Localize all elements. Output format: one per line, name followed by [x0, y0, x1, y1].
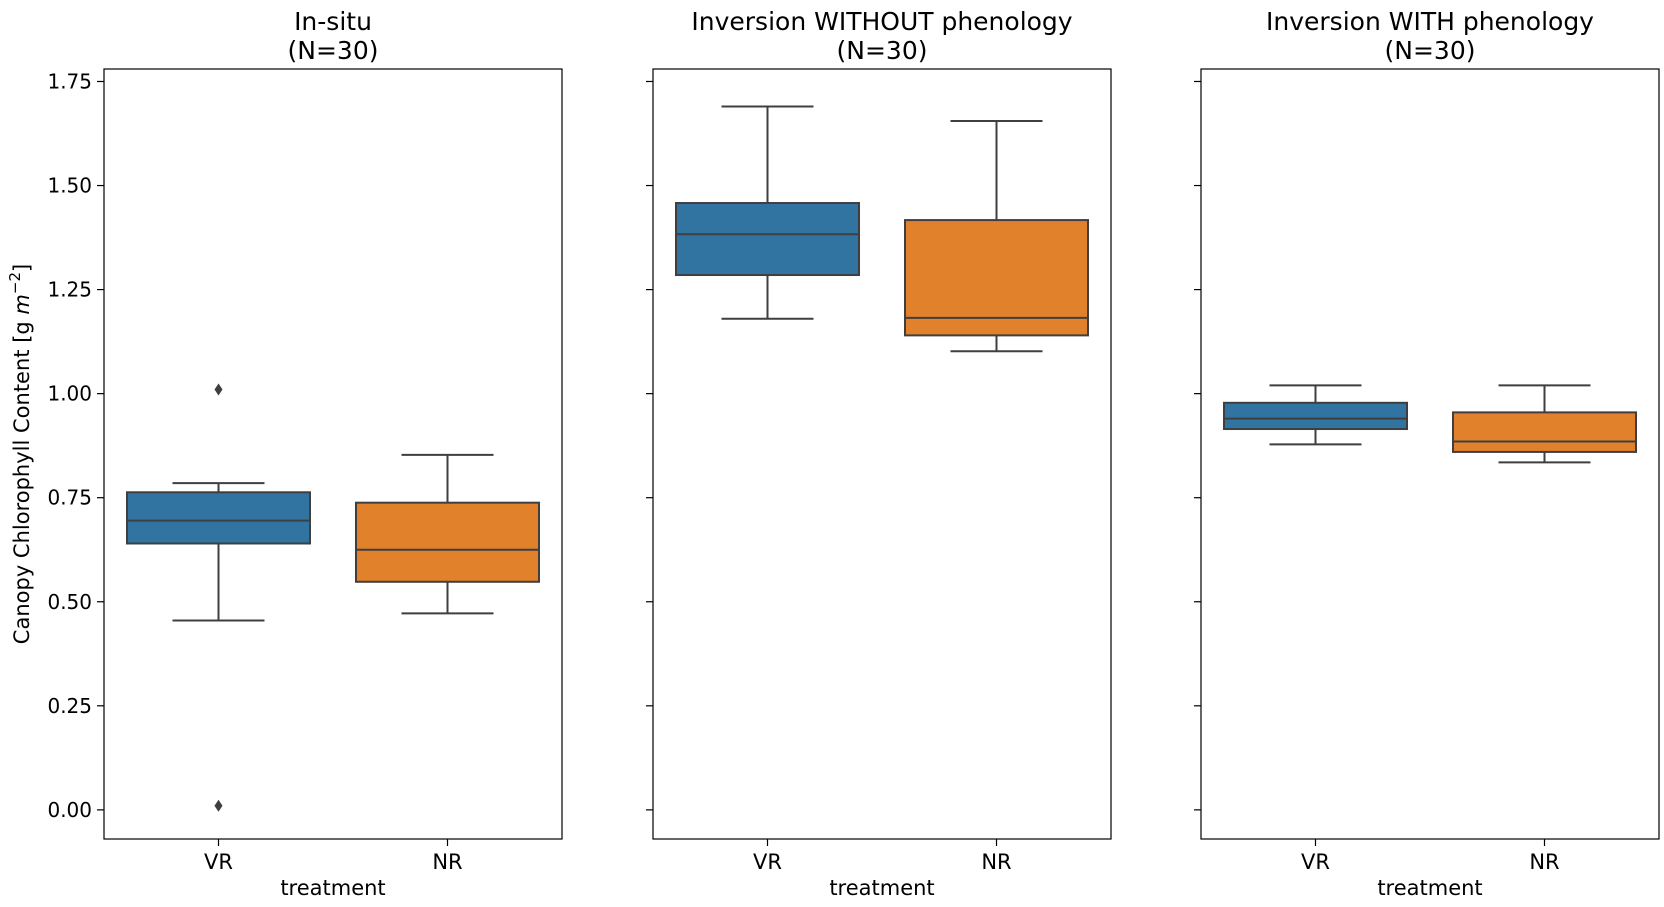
panel-0-xlabel: treatment [280, 876, 385, 900]
panel-0-xtick-label-1: NR [432, 850, 462, 874]
panel-2-subtitle: (N=30) [1385, 36, 1476, 65]
ytick-label-6: 1.50 [47, 174, 92, 198]
panel-1 [646, 68, 1112, 846]
panel-0-vr-outlier-0 [214, 383, 223, 396]
panel-0-title: In-situ [294, 7, 372, 36]
ytick-label-4: 1.00 [47, 382, 92, 406]
ytick-label-1: 0.25 [47, 694, 92, 718]
ytick-label-5: 1.25 [47, 278, 92, 302]
panel-2-nr-box [1452, 411, 1637, 453]
panel-2-xlabel: treatment [1377, 876, 1482, 900]
panel-0-xtick-label-0: VR [204, 850, 233, 874]
panel-2-vr-box [1223, 401, 1408, 431]
panel-2-xtick-label-1: NR [1529, 850, 1559, 874]
panel-1-nr-box [904, 219, 1089, 337]
panel-1-xtick-label-1: NR [981, 850, 1011, 874]
panel-0-nr-box [355, 501, 540, 583]
ytick-label-3: 0.75 [47, 486, 92, 510]
panel-2-xtick-label-0: VR [1301, 850, 1330, 874]
panel-1-title: Inversion WITHOUT phenology [691, 7, 1072, 36]
ytick-label-7: 1.75 [47, 69, 92, 93]
panel-0 [97, 68, 563, 846]
panel-1-vr-box [675, 202, 860, 277]
panel-1-subtitle: (N=30) [837, 36, 928, 65]
ytick-label-0: 0.00 [47, 798, 92, 822]
panel-1-xtick-label-0: VR [753, 850, 782, 874]
panel-0-vr-outlier-1 [214, 799, 223, 812]
ytick-label-2: 0.50 [47, 590, 92, 614]
panel-0-vr-box [126, 491, 311, 545]
y-axis-label: Canopy Chlorophyll Content [g m−2] [6, 264, 34, 644]
panel-1-xlabel: treatment [829, 876, 934, 900]
panel-2-title: Inversion WITH phenology [1266, 7, 1594, 36]
panel-1-frame [652, 68, 1112, 840]
panel-0-subtitle: (N=30) [288, 36, 379, 65]
panel-2-frame [1200, 68, 1660, 840]
panel-2 [1194, 68, 1660, 846]
panel-0-frame [103, 68, 563, 840]
